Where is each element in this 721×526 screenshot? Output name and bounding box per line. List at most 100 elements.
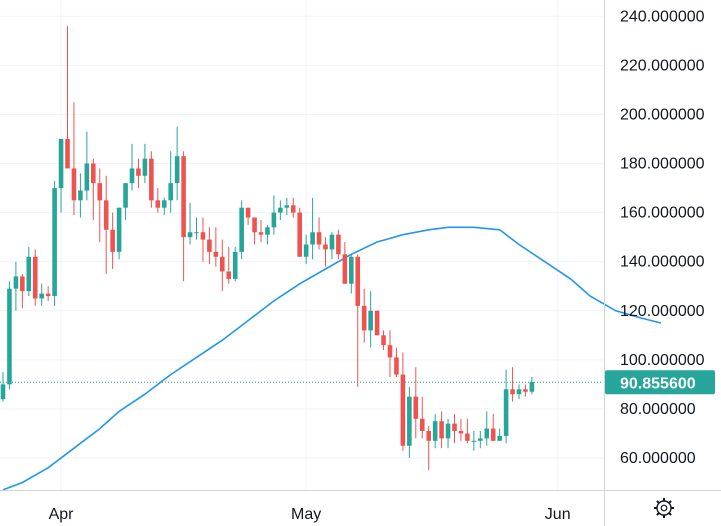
candle-body	[220, 256, 225, 272]
candle-body	[374, 310, 380, 336]
candle-body	[116, 207, 122, 252]
candle-up	[407, 386, 412, 458]
candle-body	[510, 389, 515, 395]
candle-body	[168, 183, 173, 201]
candle-body	[181, 156, 186, 238]
candle-down	[413, 367, 419, 439]
candle-body	[110, 229, 115, 252]
candle-body	[161, 200, 167, 208]
price-tick-label: 60.000000	[620, 450, 696, 467]
candle-down	[374, 310, 380, 336]
candle-up	[368, 291, 373, 348]
candle-body	[97, 183, 103, 201]
candle-body	[407, 396, 412, 446]
price-axis[interactable]: 240.000000 220.000000 200.000000 180.000000…	[604, 0, 705, 526]
candle-body	[387, 345, 393, 358]
candle-body	[516, 389, 522, 395]
candle-down	[245, 207, 251, 225]
last-price-label: 90.855600	[620, 375, 696, 392]
candle-body	[149, 158, 154, 201]
candle-body	[419, 418, 425, 432]
candle-body	[523, 389, 528, 392]
candle-down	[258, 219, 264, 243]
candle-down	[510, 367, 515, 402]
candle-up	[478, 431, 483, 449]
candle-down	[426, 426, 431, 471]
candle-down	[200, 217, 206, 262]
candle-body	[58, 138, 64, 189]
candle-body	[336, 234, 341, 255]
candle-down	[45, 286, 51, 301]
candle-up	[265, 224, 270, 245]
candle-up	[503, 369, 509, 444]
candle-down	[213, 227, 219, 267]
candle-up	[303, 234, 309, 265]
candle-body	[439, 421, 444, 439]
candle-body	[400, 374, 406, 446]
candle-body	[20, 276, 25, 292]
price-tick-label: 240.000000	[620, 8, 705, 25]
candle-body	[91, 163, 96, 184]
candle-body	[471, 440, 477, 442]
candle-up	[278, 200, 283, 220]
candle-down	[381, 330, 386, 351]
candle-up	[7, 281, 12, 390]
candle-body	[484, 428, 490, 439]
price-tick-label: 140.000000	[620, 254, 705, 271]
time-axis[interactable]: Apr May Jun	[0, 490, 721, 524]
candle-body	[252, 217, 257, 233]
candle-body	[458, 431, 464, 434]
candle-up	[284, 197, 290, 216]
candle-up	[13, 261, 19, 311]
candle-body	[310, 232, 315, 245]
candle-up	[232, 246, 238, 282]
candle-down	[458, 418, 464, 441]
candle-body	[142, 158, 148, 176]
candle-body	[52, 188, 57, 297]
candle-body	[258, 232, 264, 235]
moving-average-line	[2, 226, 662, 491]
candle-body	[452, 423, 457, 432]
candle-down	[342, 242, 348, 284]
candle-body	[529, 381, 535, 392]
candle-down	[91, 158, 96, 220]
candle-body	[129, 168, 135, 184]
candle-body	[297, 212, 302, 257]
candle-body	[503, 389, 509, 436]
candle-up	[26, 246, 32, 297]
candle-down	[355, 254, 361, 387]
candle-body	[207, 239, 212, 252]
candle-up	[194, 217, 199, 240]
candle-body	[200, 232, 206, 240]
candle-up	[497, 428, 502, 441]
candle-body	[123, 183, 128, 208]
candle-up	[142, 143, 148, 184]
candle-down	[252, 217, 257, 245]
candle-body	[187, 232, 193, 238]
candle-body	[32, 256, 38, 299]
price-tick-label: 220.000000	[620, 57, 705, 74]
candle-body	[394, 357, 399, 375]
candle-body	[361, 305, 367, 331]
candle-body	[45, 293, 51, 297]
price-tick-label: 100.000000	[620, 352, 705, 369]
candle-down	[181, 151, 186, 282]
candle-down	[452, 413, 457, 444]
gear-ring	[656, 500, 672, 516]
candle-down	[32, 249, 38, 306]
last-price-badge: 90.855600	[605, 370, 715, 395]
candle-down	[316, 217, 322, 250]
candle-body	[349, 256, 354, 284]
candle-up	[129, 143, 135, 191]
candle-up	[484, 411, 490, 446]
candle-body	[26, 256, 32, 292]
settings-button[interactable]	[654, 498, 674, 518]
time-tick-label: Apr	[49, 506, 75, 523]
candle-body	[497, 435, 502, 441]
candle-up	[445, 418, 451, 449]
candle-up	[84, 131, 90, 201]
candle-down	[65, 26, 70, 169]
candle-body	[245, 207, 251, 218]
